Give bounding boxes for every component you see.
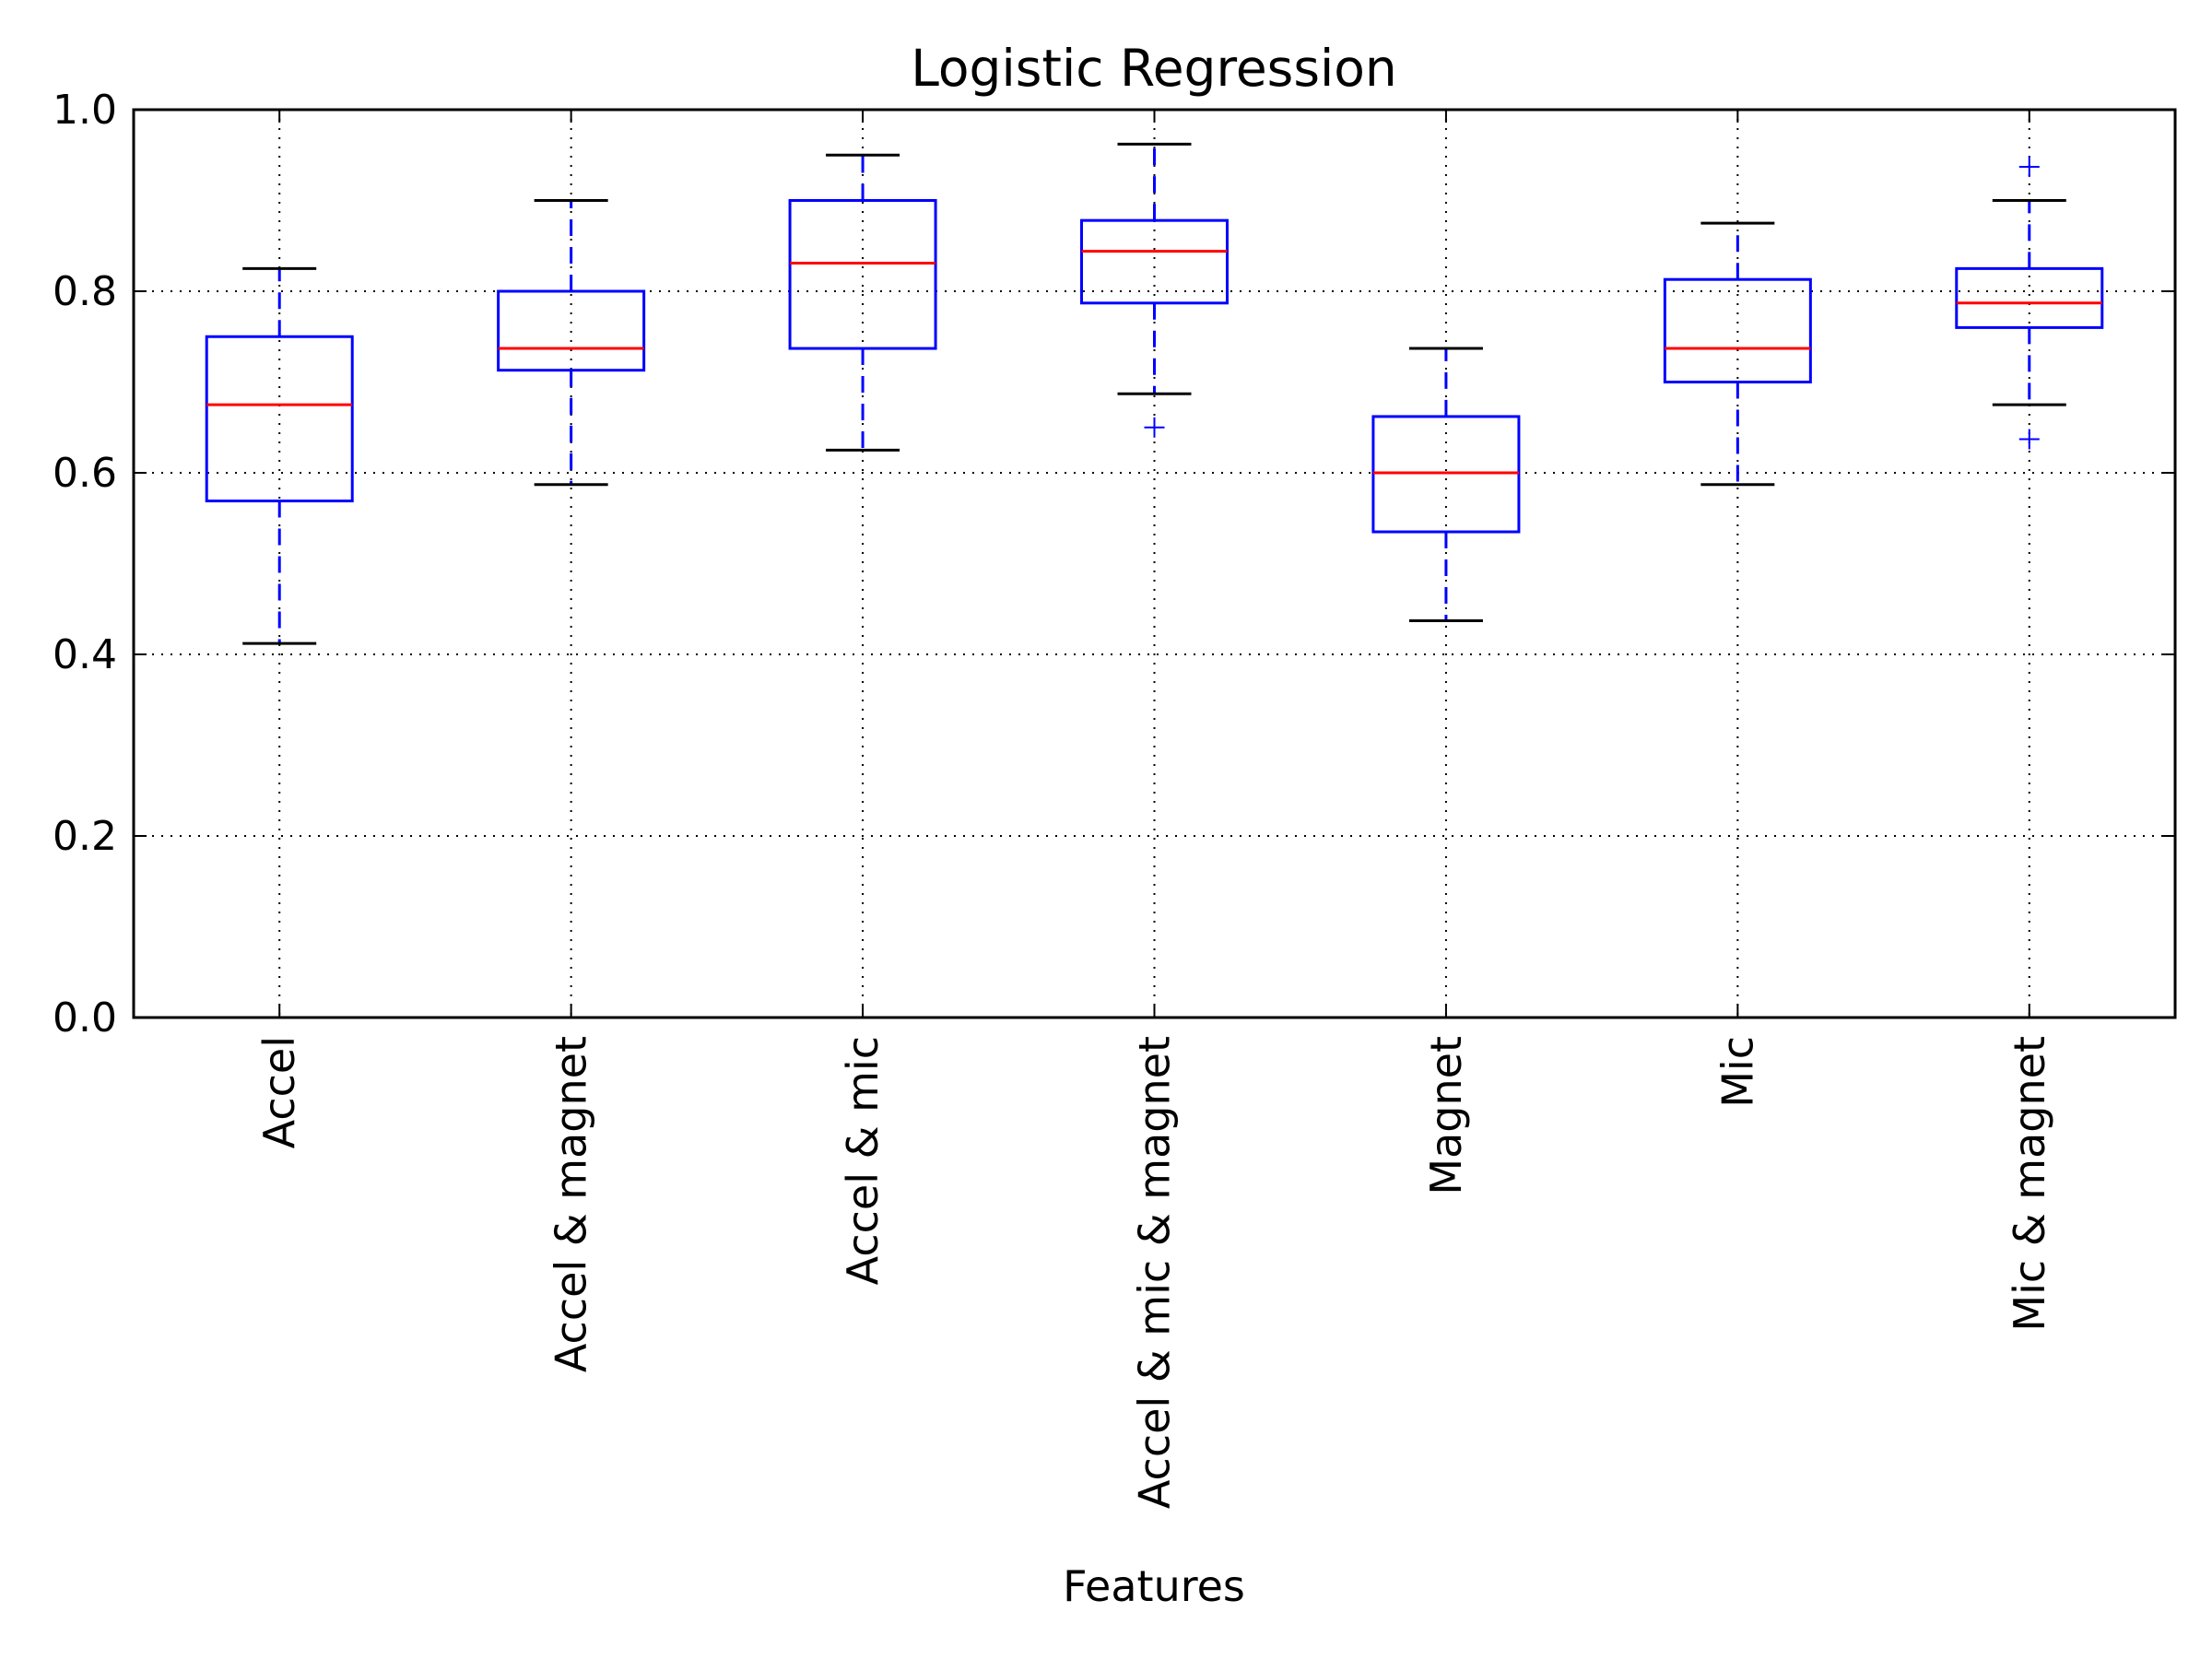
y-tick-label: 0.2 <box>53 813 117 860</box>
box-3 <box>788 153 937 452</box>
box-1 <box>205 266 354 645</box>
grid-lines <box>134 110 2175 1018</box>
chart-title: Logistic Regression <box>911 39 1397 98</box>
iqr-box <box>497 289 646 372</box>
y-tick-label: 0.6 <box>53 450 117 497</box>
x-tick-label: Accel & mic & magnet <box>1130 1036 1180 1509</box>
iqr-box <box>1080 218 1229 305</box>
box-4 <box>1080 142 1229 438</box>
x-axis-label: Features <box>1063 1561 1245 1611</box>
x-tick-label: Accel & magnet <box>547 1036 596 1372</box>
box-7 <box>1955 157 2104 450</box>
iqr-box <box>1955 266 2104 329</box>
y-tick-label: 0.8 <box>53 268 117 315</box>
x-tick-label: Accel <box>254 1036 304 1148</box>
iqr-box <box>1663 277 1812 384</box>
box-5 <box>1371 347 1521 623</box>
iqr-box <box>788 199 937 350</box>
x-tick-label: Accel & mic <box>838 1036 888 1285</box>
iqr-box <box>205 335 354 503</box>
box-6 <box>1663 221 1812 487</box>
x-tick-label: Mic <box>1712 1036 1762 1108</box>
axis-ticks: 0.0 0.2 0.4 0.6 0.8 1.0 Accel Accel & magnet Acc… <box>53 87 2175 1509</box>
y-tick-label: 0.4 <box>53 631 117 678</box>
box-2 <box>497 199 646 487</box>
y-tick-label: 1.0 <box>53 87 117 134</box>
y-tick-label: 0.0 <box>53 994 117 1041</box>
box-series <box>205 142 2104 645</box>
x-tick-label: Magnet <box>1421 1036 1471 1195</box>
x-tick-label: Mic & magnet <box>2005 1036 2054 1332</box>
